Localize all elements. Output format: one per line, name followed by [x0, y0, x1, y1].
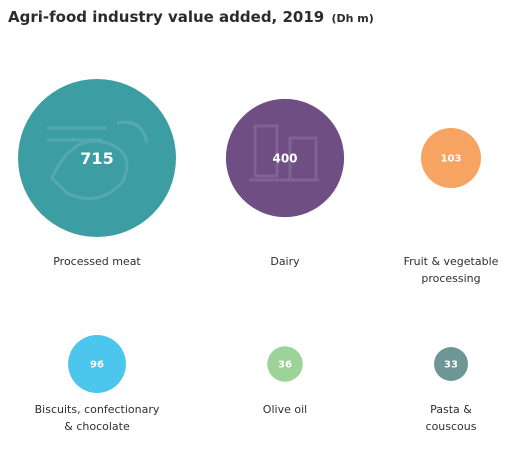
- bubble-group: 36 Olive oil: [263, 346, 307, 416]
- bubble-group: 715 Processed meat: [18, 79, 176, 268]
- bubble-category-label: Fruit & vegetable: [404, 255, 499, 268]
- bubble-value-label: 96: [90, 360, 104, 371]
- bubble-group: 96 Biscuits, confectionary & chocolate: [35, 335, 160, 433]
- bubble-category-label: Processed meat: [53, 255, 141, 268]
- bubble: [434, 347, 468, 381]
- chart-title: Agri-food industry value added, 2019 (Dh…: [8, 8, 374, 26]
- bubble: [267, 346, 303, 382]
- bubble-category-label: & chocolate: [64, 420, 130, 433]
- bubble-group: 400 Dairy: [225, 98, 345, 268]
- bubble-category-label: Biscuits, confectionary: [35, 403, 160, 416]
- bubble-value-label: 400: [272, 151, 297, 165]
- bubble-category-label: Dairy: [270, 255, 300, 268]
- bubble-value-label: 715: [80, 149, 113, 168]
- bubble-category-label: Olive oil: [263, 403, 307, 416]
- bubble: [225, 98, 345, 218]
- bubble: [18, 79, 176, 237]
- bubble-value-label: 36: [278, 360, 292, 371]
- bubble-category-label: couscous: [426, 420, 477, 433]
- bubble-value-label: 103: [441, 154, 462, 165]
- bubble: [68, 335, 126, 393]
- bubble-category-label: Pasta &: [430, 403, 472, 416]
- bubble-value-label: 33: [444, 360, 458, 371]
- bubble-group: 33 Pasta & couscous: [426, 347, 477, 433]
- meat-motif-icon: [47, 120, 149, 201]
- bubble: [421, 128, 481, 188]
- bubble-category-label: processing: [421, 272, 480, 285]
- chart-title-text: Agri-food industry value added, 2019: [8, 8, 325, 26]
- chart-unit: (Dh m): [331, 12, 374, 25]
- bubble-group: 103 Fruit & vegetable processing: [404, 128, 499, 285]
- dairy-motif-icon: [249, 124, 319, 182]
